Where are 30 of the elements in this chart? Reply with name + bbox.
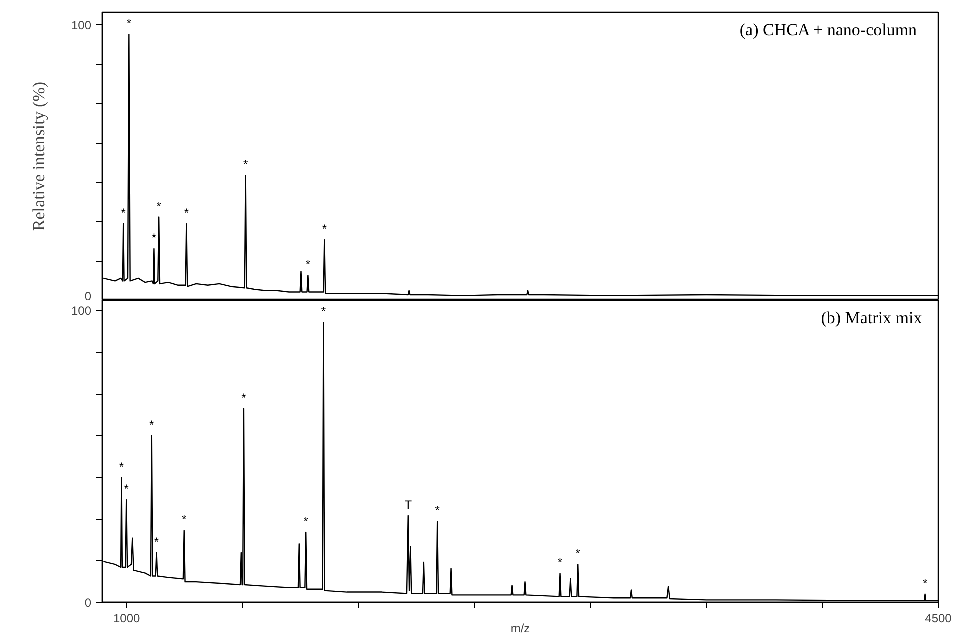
y-tick-label: 100	[71, 304, 92, 318]
annotation: T	[404, 498, 413, 512]
annotation: *	[124, 482, 130, 496]
annotation: *	[321, 304, 326, 319]
annotation: *	[119, 460, 124, 474]
text: (b) Matrix mix	[821, 308, 923, 328]
annotation: *	[304, 514, 309, 528]
x-tick-label: 1000	[114, 612, 141, 626]
annotation: *	[156, 199, 162, 214]
annotation: *	[154, 534, 160, 549]
annotation: *	[150, 418, 155, 432]
annotation: *	[306, 257, 311, 272]
y-tick-label: 100	[71, 18, 92, 32]
annotation: *	[243, 158, 248, 172]
annotation: *	[121, 206, 126, 220]
annotation: *	[184, 206, 190, 220]
annotation: *	[152, 230, 157, 245]
annotation: *	[435, 504, 440, 518]
annotation: *	[126, 16, 132, 31]
x-tick-label: 4500	[925, 612, 952, 626]
annotation: *	[558, 556, 563, 570]
annotation: *	[182, 512, 188, 527]
chart-title: (a) CHCA + nano-column	[740, 20, 918, 40]
annotation: *	[242, 390, 247, 405]
x-axis-title: m/z	[510, 622, 530, 636]
y-tick-label: 0	[84, 596, 92, 610]
annotation: *	[576, 546, 581, 561]
y-axis-title: Relative intensity (%)	[29, 82, 48, 232]
annotation: *	[922, 576, 928, 590]
annotation: *	[322, 222, 328, 236]
